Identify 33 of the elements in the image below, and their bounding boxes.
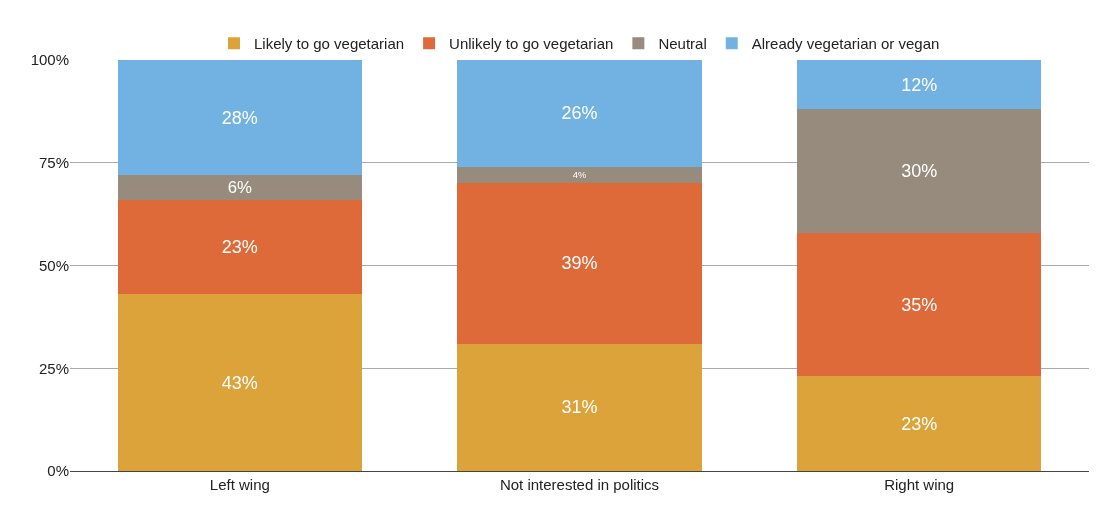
bar (117, 199, 363, 295)
data-label: 35% (901, 294, 938, 315)
bar (457, 166, 702, 184)
legend-label: Unlikely to go vegetarian (449, 35, 614, 53)
data-label: 23% (901, 413, 938, 434)
bar (457, 343, 702, 471)
data-label: 23% (221, 237, 258, 258)
y-tick-label: 25% (38, 359, 69, 377)
bar (117, 294, 363, 471)
data-label: 39% (561, 253, 598, 274)
legend-label: Neutral (658, 35, 707, 53)
data-label: 30% (901, 160, 938, 181)
legend-label: Already vegetarian or vegan (751, 35, 940, 53)
data-label: 28% (221, 107, 258, 128)
x-tick-label: Left wing (209, 476, 270, 493)
y-tick-label: 100% (30, 51, 69, 69)
x-tick-label: Not interested in politics (499, 476, 660, 493)
data-label: 12% (901, 74, 938, 95)
y-tick-label: 50% (38, 256, 69, 274)
data-label: 6% (227, 178, 253, 198)
data-label: 43% (221, 372, 258, 393)
bar (796, 376, 1042, 471)
bar (117, 175, 363, 200)
y-tick-label: 75% (38, 154, 69, 171)
data-label: 26% (561, 103, 598, 124)
bar (796, 232, 1042, 377)
data-label: 4% (572, 169, 587, 181)
x-tick-label: Right wing (884, 476, 955, 493)
legend-label: Likely to go vegetarian (254, 35, 405, 53)
y-tick-label: 0% (47, 462, 69, 480)
data-label: 31% (561, 397, 598, 418)
bar (796, 109, 1042, 233)
bar (457, 183, 702, 344)
